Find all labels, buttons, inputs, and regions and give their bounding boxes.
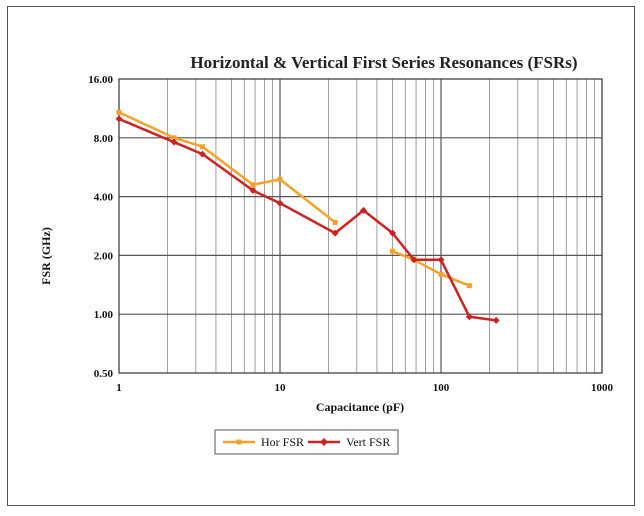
y-axis-label: FSR (GHz) [39,227,53,285]
data-point-hor [250,182,256,188]
legend: Hor FSR Vert FSR [214,429,399,455]
data-point-vert [359,206,367,214]
data-point-hor [116,109,122,115]
data-point-hor [277,176,283,182]
series-line-0 [118,111,336,224]
x-axis-ticks: 1 10 100 1000 [116,382,613,394]
data-point-vert [410,256,418,264]
y-tick-label: 0.50 [94,368,114,380]
plot-area-border [118,78,603,374]
data-point-vert [331,229,339,237]
data-point-vert [276,199,284,207]
y-tick-label: 4.00 [94,192,114,204]
chart-frame [7,6,635,506]
data-point-vert [249,186,257,194]
data-point-hor [171,135,177,141]
grid-lines [119,79,602,373]
data-point-vert [492,316,500,324]
y-tick-label: 8.00 [94,133,114,145]
data-point-hor [438,271,444,277]
x-tick-label: 100 [433,382,450,394]
data-point-hor [199,144,205,150]
x-tick-label: 1 [116,382,122,394]
legend-hor-label: Hor FSR [261,435,304,449]
data-point-vert [389,229,397,237]
data-point-vert [437,256,445,264]
y-axis-ticks: 0.50 1.00 2.00 4.00 8.00 16.00 [88,74,113,380]
legend-hor-marker [236,439,242,445]
data-point-vert [115,115,123,123]
y-tick-label: 1.00 [94,309,114,321]
data-point-hor [332,219,338,225]
data-point-vert [170,138,178,146]
data-point-hor [466,283,472,289]
legend-vert-label: Vert FSR [346,435,390,449]
data-point-vert [198,150,206,158]
legend-vert-marker [320,438,328,446]
data-point-vert [465,313,473,321]
y-tick-label: 16.00 [88,74,113,86]
series-line-1 [118,117,497,322]
series-group [115,109,500,324]
chart-title: Horizontal & Vertical First Series Reson… [190,53,577,72]
series-line-0 [392,250,470,287]
x-axis-label: Capacitance (pF) [316,400,404,414]
data-point-hor [390,248,396,254]
y-tick-label: 2.00 [94,250,114,262]
x-tick-label: 1000 [591,382,614,394]
x-tick-label: 10 [275,382,287,394]
